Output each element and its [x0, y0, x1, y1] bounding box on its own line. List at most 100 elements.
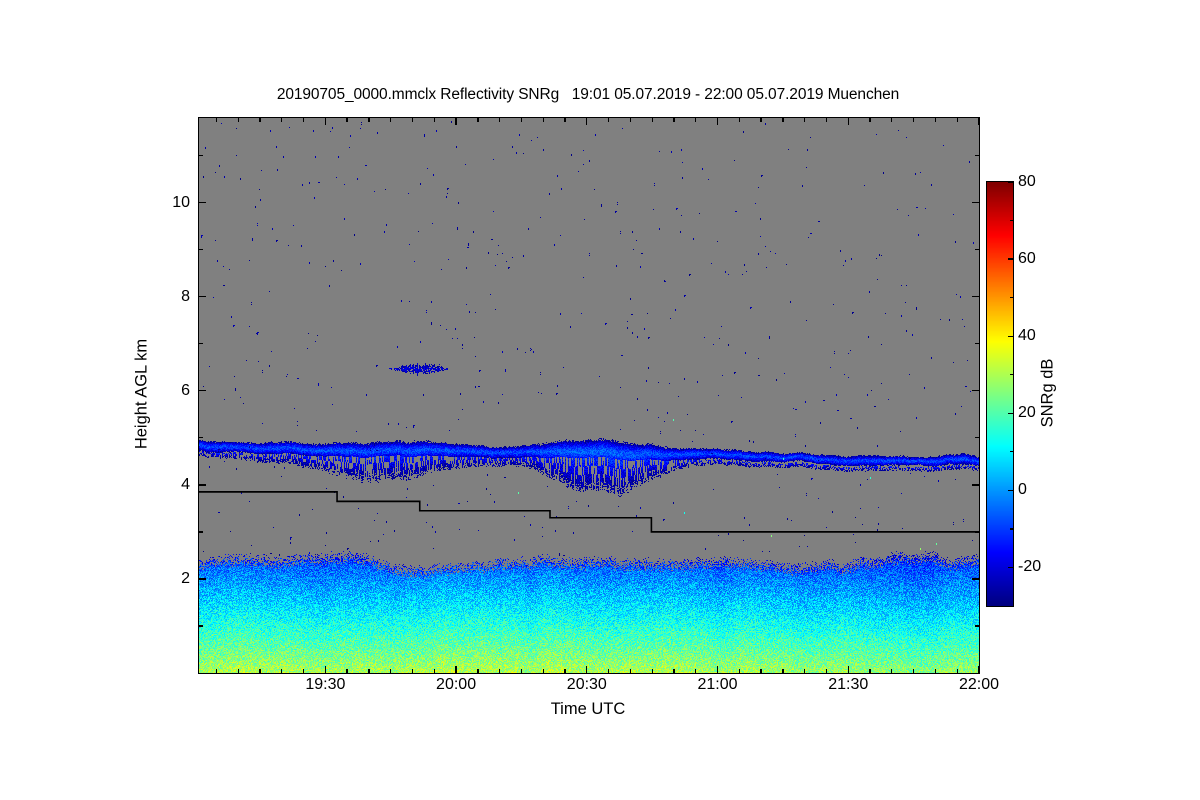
colorbar-tick [1008, 258, 1013, 260]
x-axis-minor-tick-top [302, 118, 305, 122]
y-axis-minor-tick [199, 531, 203, 533]
y-axis-minor-tick-right [975, 343, 979, 345]
x-axis-minor-tick [368, 669, 370, 673]
colorbar-tick-label: 40 [1018, 327, 1036, 345]
x-axis-minor-tick-top [390, 118, 392, 122]
x-axis-minor-tick [934, 669, 937, 673]
x-axis-minor-tick-top [411, 118, 414, 122]
x-axis-minor-tick-top [455, 118, 457, 122]
x-axis-minor-tick [847, 669, 849, 673]
x-axis-minor-tick [324, 669, 326, 673]
y-axis-tick [199, 484, 206, 486]
x-axis-minor-tick [302, 669, 305, 673]
x-axis-minor-tick [215, 669, 218, 673]
x-axis-minor-tick-top [477, 118, 479, 122]
x-axis-minor-tick-top [956, 118, 958, 122]
x-axis-minor-tick [281, 669, 283, 673]
colorbar-tick-label: -20 [1018, 558, 1042, 576]
x-axis-minor-tick [564, 669, 566, 673]
y-axis-minor-tick [199, 343, 203, 345]
colorbar-gradient [987, 182, 1013, 606]
x-axis-minor-tick-top [912, 118, 915, 122]
y-axis-minor-tick [199, 249, 203, 251]
colorbar-tick-label: 20 [1018, 404, 1036, 422]
x-axis-minor-tick-top [847, 118, 849, 122]
x-axis-minor-tick [346, 669, 348, 673]
x-axis-minor-tick [869, 669, 871, 673]
x-axis-minor-tick [433, 669, 435, 673]
y-axis-tick [199, 202, 206, 204]
y-axis-tick-label: 10 [172, 193, 190, 211]
x-axis-minor-tick-top [259, 118, 261, 122]
x-axis-minor-tick [716, 669, 719, 673]
x-axis-tick-top [978, 118, 980, 125]
x-axis-minor-tick [542, 669, 544, 673]
colorbar-tick-label: 60 [1018, 250, 1036, 268]
x-axis-minor-tick [586, 669, 588, 673]
colorbar-tick [1008, 489, 1013, 491]
x-axis-minor-tick-top [738, 118, 740, 122]
x-axis-minor-tick-top [695, 118, 697, 122]
y-axis-tick-right [972, 390, 979, 392]
x-axis-minor-tick-top [237, 118, 239, 122]
x-axis-minor-tick-top [804, 118, 806, 122]
y-axis-tick [199, 390, 206, 392]
x-axis-minor-tick-top [782, 118, 784, 122]
x-axis-minor-tick-top [281, 118, 283, 122]
colorbar-minor-tick [1010, 296, 1013, 299]
x-axis-label: Time UTC [550, 700, 626, 718]
x-axis-minor-tick [651, 669, 653, 673]
y-axis-minor-tick-right [975, 437, 979, 439]
x-axis-minor-tick [390, 669, 392, 673]
colorbar-minor-tick [1010, 374, 1013, 376]
x-axis-minor-tick [237, 669, 239, 673]
x-axis-tick-label: 22:00 [958, 676, 1000, 693]
x-axis-tick [978, 666, 980, 673]
x-axis-minor-tick-top [215, 118, 218, 122]
x-axis-minor-tick-top [520, 118, 523, 122]
x-axis-minor-tick-top [368, 118, 370, 122]
x-axis-minor-tick-top [433, 118, 435, 122]
y-axis-tick-label: 2 [181, 569, 190, 587]
colorbar-tick [1008, 412, 1013, 414]
y-axis-minor-tick [199, 625, 203, 627]
y-axis-minor-tick [199, 154, 203, 157]
x-axis-minor-tick-top [586, 118, 588, 122]
x-axis-tick-label: 21:00 [697, 676, 738, 693]
x-axis-minor-tick [804, 669, 806, 673]
x-axis-minor-tick-top [673, 118, 675, 122]
y-axis-minor-tick-right [975, 154, 979, 157]
y-axis-tick-right [972, 578, 979, 580]
x-axis-minor-tick [912, 669, 915, 673]
y-axis-tick-right [972, 296, 979, 298]
x-axis-minor-tick-top [346, 118, 348, 122]
x-axis-minor-tick [782, 669, 784, 673]
colorbar-tick [1008, 566, 1013, 569]
x-axis-minor-tick-top [499, 118, 501, 122]
x-axis-tick-label: 21:30 [828, 676, 869, 693]
reflectivity-heatmap [199, 118, 979, 673]
y-axis-minor-tick-right [975, 249, 979, 251]
x-axis-minor-tick [738, 669, 740, 673]
colorbar-frame [986, 181, 1014, 607]
x-axis-minor-tick-top [716, 118, 719, 122]
colorbar-minor-tick [1010, 451, 1013, 453]
x-axis-minor-tick [259, 669, 261, 673]
x-axis-minor-tick-top [891, 118, 893, 122]
y-axis-tick-label: 6 [181, 381, 190, 399]
x-axis-minor-tick-top [607, 118, 610, 122]
x-axis-minor-tick [825, 669, 828, 673]
x-axis-minor-tick [520, 669, 523, 673]
y-axis-tick-label: 4 [181, 475, 190, 493]
x-axis-tick-label: 20:00 [436, 676, 477, 693]
y-axis-minor-tick-right [975, 625, 979, 627]
y-axis-minor-tick-right [975, 531, 979, 533]
x-axis-minor-tick [760, 669, 762, 673]
colorbar-minor-tick [1010, 528, 1013, 530]
x-axis-minor-tick [629, 669, 632, 673]
y-axis-tick-right [972, 202, 979, 204]
x-axis-minor-tick-top [542, 118, 544, 122]
x-axis-minor-tick [455, 669, 457, 673]
x-axis-minor-tick-top [629, 118, 632, 122]
